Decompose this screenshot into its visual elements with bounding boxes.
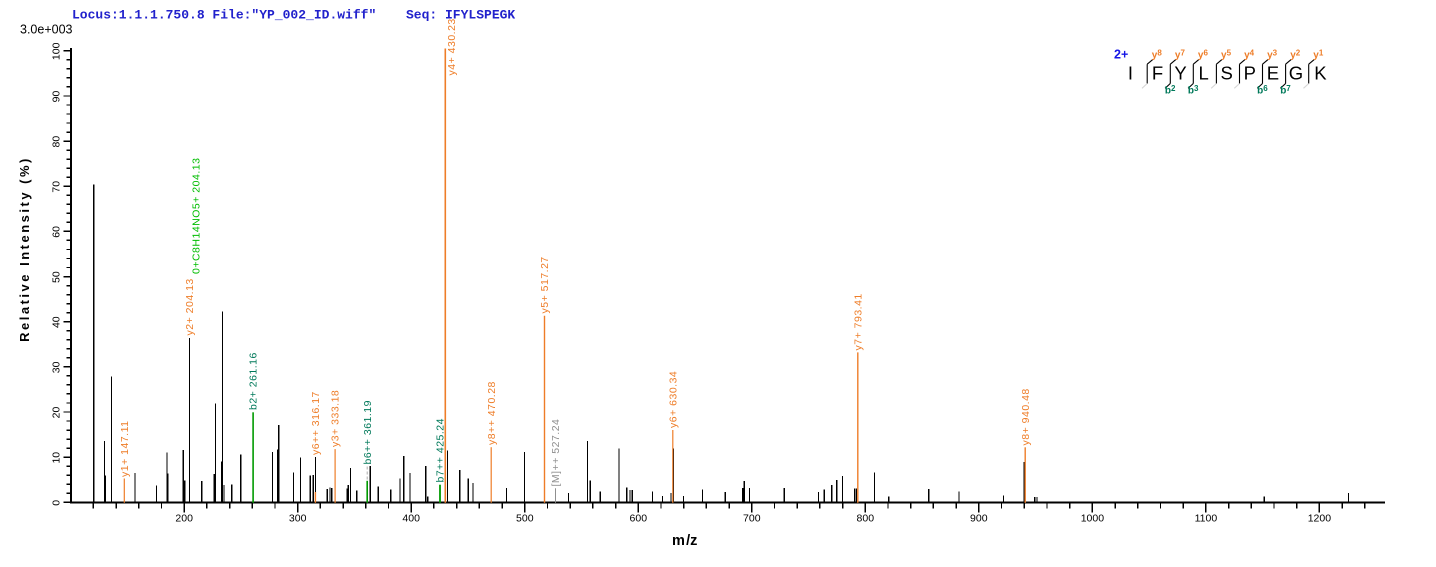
svg-text:600: 600 bbox=[630, 513, 648, 525]
svg-text:10: 10 bbox=[51, 452, 63, 464]
svg-text:y5+ 517.27: y5+ 517.27 bbox=[539, 256, 551, 313]
svg-text:y6++ 316.17: y6++ 316.17 bbox=[310, 391, 322, 455]
svg-text:100: 100 bbox=[51, 42, 63, 60]
svg-text:500: 500 bbox=[516, 513, 534, 525]
svg-text:m /z: m /z bbox=[672, 533, 697, 549]
svg-text:900: 900 bbox=[970, 513, 988, 525]
svg-text:b7: b7 bbox=[1280, 84, 1291, 97]
svg-text:P: P bbox=[1244, 62, 1256, 83]
svg-text:y8: y8 bbox=[1152, 49, 1163, 62]
svg-text:Relative Intensity (%): Relative Intensity (%) bbox=[17, 156, 32, 342]
svg-text:Locus:1.1.1.750.8 File:"YP_002: Locus:1.1.1.750.8 File:"YP_002_ID.wiff" bbox=[72, 8, 376, 23]
svg-text:2+: 2+ bbox=[1114, 48, 1128, 62]
svg-text:L: L bbox=[1199, 62, 1209, 83]
svg-text:Y: Y bbox=[1174, 62, 1186, 83]
svg-text:700: 700 bbox=[743, 513, 761, 525]
svg-text:y4: y4 bbox=[1244, 49, 1255, 62]
svg-text:400: 400 bbox=[402, 513, 420, 525]
svg-text:[M]++ 527.24: [M]++ 527.24 bbox=[550, 419, 562, 487]
svg-text:y1+ 147.11: y1+ 147.11 bbox=[119, 421, 131, 477]
svg-text:b2: b2 bbox=[1165, 84, 1176, 97]
svg-text:70: 70 bbox=[51, 181, 63, 193]
svg-text:y2: y2 bbox=[1290, 49, 1301, 62]
svg-text:0: 0 bbox=[51, 500, 63, 506]
svg-text:1100: 1100 bbox=[1195, 513, 1218, 525]
svg-text:40: 40 bbox=[51, 316, 63, 328]
svg-text:y5: y5 bbox=[1221, 49, 1232, 62]
svg-text:1000: 1000 bbox=[1081, 513, 1105, 525]
svg-text:F: F bbox=[1152, 62, 1163, 83]
svg-text:30: 30 bbox=[51, 361, 63, 373]
svg-text:S: S bbox=[1221, 62, 1233, 83]
svg-text:G: G bbox=[1289, 62, 1303, 83]
svg-text:200: 200 bbox=[175, 513, 193, 525]
svg-text:y2+ 204.13: y2+ 204.13 bbox=[184, 278, 196, 335]
svg-text:E: E bbox=[1267, 62, 1279, 83]
svg-text:y8+ 940.48: y8+ 940.48 bbox=[1020, 388, 1032, 445]
svg-text:y6+ 630.34: y6+ 630.34 bbox=[667, 371, 679, 428]
svg-text:y7+ 793.41: y7+ 793.41 bbox=[852, 293, 864, 350]
svg-text:20: 20 bbox=[51, 407, 63, 419]
svg-text:90: 90 bbox=[51, 91, 63, 103]
svg-text:60: 60 bbox=[51, 226, 63, 238]
svg-text:b3: b3 bbox=[1188, 84, 1199, 97]
svg-text:y8++ 470.28: y8++ 470.28 bbox=[486, 381, 498, 445]
svg-text:y7: y7 bbox=[1175, 49, 1186, 62]
svg-text:y3: y3 bbox=[1267, 49, 1278, 62]
svg-text:80: 80 bbox=[51, 136, 63, 148]
svg-text:b2+ 261.16: b2+ 261.16 bbox=[248, 352, 260, 410]
svg-text:y3+ 333.18: y3+ 333.18 bbox=[330, 390, 342, 447]
svg-text:3.0e+003: 3.0e+003 bbox=[20, 23, 73, 37]
svg-text:K: K bbox=[1314, 62, 1327, 83]
svg-text:b6: b6 bbox=[1257, 84, 1268, 97]
svg-text:b7++ 425.24: b7++ 425.24 bbox=[435, 418, 447, 482]
svg-text:b6++ 361.19: b6++ 361.19 bbox=[362, 400, 374, 464]
svg-text:y4+ 430.23: y4+ 430.23 bbox=[446, 18, 458, 75]
svg-text:Seq: IFYLSPEGK: Seq: IFYLSPEGK bbox=[406, 8, 515, 23]
svg-text:1200: 1200 bbox=[1308, 513, 1332, 525]
svg-text:0+C8H14NO5+ 204.13: 0+C8H14NO5+ 204.13 bbox=[191, 158, 203, 274]
svg-text:50: 50 bbox=[51, 271, 63, 283]
svg-text:y6: y6 bbox=[1198, 49, 1209, 62]
svg-text:y1: y1 bbox=[1313, 49, 1324, 62]
svg-text:300: 300 bbox=[289, 513, 307, 525]
svg-text:800: 800 bbox=[857, 513, 875, 525]
svg-text:I: I bbox=[1128, 62, 1133, 83]
